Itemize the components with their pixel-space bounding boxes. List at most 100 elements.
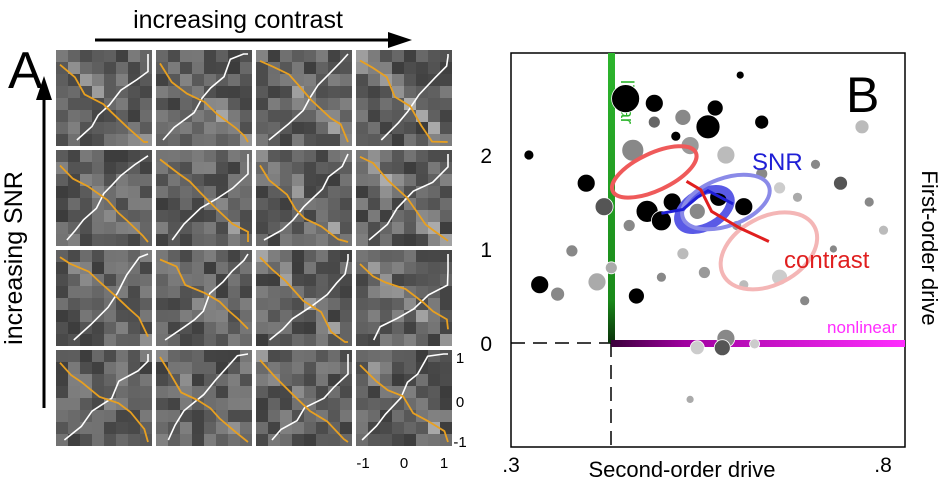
scatter-point <box>854 119 870 135</box>
x-tick-low: .3 <box>502 454 520 477</box>
variance-ellipse <box>610 144 699 200</box>
white-trace <box>171 154 249 241</box>
scatter-point <box>647 115 661 129</box>
white-trace <box>167 353 248 441</box>
scatter-point <box>550 286 565 302</box>
scatter-point <box>734 197 754 217</box>
ellipses <box>610 144 820 292</box>
variance-ellipse <box>674 185 735 234</box>
orange-trace <box>359 364 449 443</box>
scatter-point <box>530 275 550 295</box>
scatter-point <box>829 244 838 254</box>
tick-right-top: 1 <box>456 350 464 367</box>
contrast-arrow-label: increasing contrast <box>133 6 343 34</box>
scatter-point <box>749 338 760 350</box>
kernel-panel <box>356 50 452 146</box>
orange-trace <box>259 60 349 143</box>
tick-right-bottom: -1 <box>453 434 466 451</box>
kernel-panel <box>56 350 152 446</box>
contrast-arrowhead-icon <box>388 32 412 48</box>
contrast-label: contrast <box>784 247 870 274</box>
scatter-point <box>644 93 664 113</box>
scatter-point <box>716 145 736 165</box>
snr-label: SNR <box>752 149 803 176</box>
scatter-point <box>754 114 770 130</box>
variance-ellipse <box>718 210 820 292</box>
scatter-point <box>688 202 706 220</box>
tick-bottom-right: 1 <box>440 455 448 472</box>
orange-trace <box>359 59 448 143</box>
white-trace <box>164 253 249 341</box>
scatter-point <box>833 175 848 191</box>
kernel-panel <box>56 50 152 146</box>
panel-a: A increasing contrast increasing SNR 1 0… <box>0 6 467 472</box>
scatter-point <box>604 261 618 275</box>
white-trace <box>271 354 349 441</box>
nonlinear-label: nonlinear <box>827 318 897 337</box>
kernel-panel <box>156 350 252 446</box>
white-trace <box>66 155 149 241</box>
linear-bar <box>608 53 615 343</box>
x-axis-label: Second-order drive <box>588 457 775 482</box>
orange-trace <box>259 164 349 243</box>
scatter-point <box>656 271 667 283</box>
scatter-point <box>523 149 535 161</box>
panel-b: linear nonlinear SNR contrast B 2 1 0 .3… <box>480 52 942 482</box>
orange-trace <box>259 359 349 443</box>
white-trace <box>76 54 149 141</box>
kernel-panel <box>156 50 252 146</box>
white-trace <box>63 354 149 441</box>
scatter-point <box>685 394 695 404</box>
orange-trace <box>59 256 149 337</box>
kernel-panel <box>256 50 352 146</box>
kernel-panel <box>56 150 152 246</box>
scatter-point <box>863 196 875 208</box>
white-trace <box>162 53 248 141</box>
scatter-point <box>651 210 672 232</box>
scatter-point <box>810 158 821 170</box>
white-trace <box>73 253 149 341</box>
white-trace <box>380 54 449 141</box>
kernel-panel <box>156 250 252 346</box>
y-tick-2: 2 <box>480 145 492 168</box>
scatter-points <box>523 70 889 404</box>
scatter-point <box>576 173 596 193</box>
y-tick-0: 0 <box>480 333 492 356</box>
panel-b-letter: B <box>846 67 879 123</box>
scatter-point <box>799 295 811 307</box>
orange-trace <box>159 158 249 242</box>
orange-trace <box>159 62 249 143</box>
snr-trajectory <box>661 188 734 215</box>
scatter-point <box>698 266 711 279</box>
scatter-point <box>628 287 645 305</box>
scatter-point <box>587 272 607 292</box>
orange-trace <box>59 362 149 443</box>
scatter-point <box>773 181 786 195</box>
tick-bottom-left: -1 <box>356 455 369 472</box>
orange-trace <box>159 356 249 443</box>
scatter-point <box>622 219 636 232</box>
scatter-point <box>670 130 682 142</box>
scatter-point <box>792 191 803 203</box>
scatter-point <box>878 224 889 236</box>
panel-a-letter: A <box>8 42 43 100</box>
orange-trace <box>59 164 149 243</box>
scatter-point <box>689 340 705 356</box>
orange-trace <box>359 155 449 242</box>
scatter-point <box>594 197 614 217</box>
snr-arrow-label: increasing SNR <box>0 171 28 345</box>
contrast-trajectory <box>685 180 770 243</box>
white-trace <box>368 154 449 241</box>
scatter-point <box>565 244 579 258</box>
scatter-point <box>674 109 692 126</box>
scatter-point <box>676 247 690 261</box>
tick-bottom-mid: 0 <box>400 455 408 472</box>
kernel-panel <box>156 150 252 246</box>
snr-arrowhead-icon <box>36 76 52 100</box>
white-trace <box>268 53 349 141</box>
scatter-point <box>611 84 640 113</box>
orange-trace <box>259 256 348 343</box>
white-trace <box>268 254 349 341</box>
white-trace <box>361 353 448 441</box>
orange-trace <box>159 258 249 330</box>
